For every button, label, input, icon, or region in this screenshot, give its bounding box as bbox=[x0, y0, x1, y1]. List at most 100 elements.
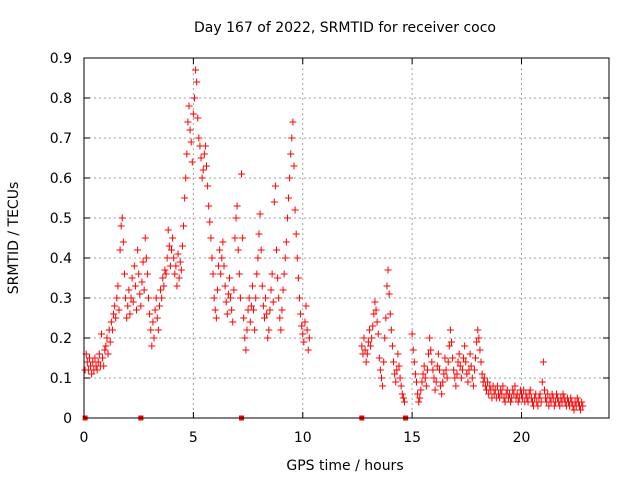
data-point bbox=[201, 142, 209, 150]
data-point bbox=[155, 302, 163, 310]
chart-title: Day 167 of 2022, SRMTID for receiver coc… bbox=[194, 20, 496, 36]
data-point bbox=[282, 238, 290, 246]
data-point bbox=[209, 270, 217, 278]
data-point bbox=[111, 302, 119, 310]
data-point bbox=[421, 374, 429, 382]
data-point bbox=[129, 298, 137, 306]
data-point bbox=[219, 238, 227, 246]
data-point bbox=[380, 358, 388, 366]
data-point bbox=[100, 362, 108, 370]
data-point bbox=[415, 398, 423, 406]
data-point bbox=[360, 334, 368, 342]
data-point bbox=[159, 274, 167, 282]
data-point bbox=[278, 306, 286, 314]
data-point bbox=[103, 334, 111, 342]
data-point bbox=[418, 378, 426, 386]
data-point bbox=[164, 226, 172, 234]
data-point bbox=[475, 334, 483, 342]
y-tick-label: 0.4 bbox=[50, 251, 72, 267]
data-point bbox=[362, 358, 370, 366]
data-point bbox=[509, 386, 517, 394]
data-point bbox=[173, 282, 181, 290]
data-point bbox=[102, 342, 110, 350]
data-point bbox=[120, 270, 128, 278]
data-point bbox=[428, 358, 436, 366]
data-point bbox=[101, 346, 109, 354]
data-point bbox=[203, 162, 210, 170]
data-point bbox=[183, 150, 191, 158]
data-point bbox=[137, 302, 145, 310]
data-point bbox=[148, 342, 156, 350]
data-point bbox=[134, 246, 142, 254]
data-point bbox=[232, 214, 240, 222]
x-tick-label: 0 bbox=[80, 430, 89, 446]
data-point bbox=[206, 218, 214, 226]
data-point bbox=[233, 202, 241, 210]
data-point bbox=[379, 382, 387, 390]
data-point bbox=[390, 358, 398, 366]
data-point bbox=[112, 314, 120, 322]
data-point bbox=[186, 126, 194, 134]
data-point bbox=[145, 294, 153, 302]
data-point bbox=[126, 310, 134, 318]
data-point bbox=[221, 282, 229, 290]
data-point bbox=[174, 250, 182, 258]
data-point bbox=[444, 358, 452, 366]
data-point bbox=[180, 222, 188, 230]
data-point bbox=[577, 406, 585, 414]
y-tick-label: 0.5 bbox=[50, 211, 72, 227]
data-point bbox=[248, 282, 256, 290]
data-point bbox=[277, 326, 285, 334]
data-point bbox=[484, 378, 492, 386]
data-point bbox=[99, 354, 107, 362]
data-point bbox=[136, 290, 144, 298]
data-point bbox=[172, 262, 180, 270]
data-point bbox=[520, 386, 528, 394]
data-point bbox=[420, 362, 428, 370]
data-point bbox=[399, 394, 407, 402]
data-point bbox=[143, 270, 151, 278]
data-point bbox=[259, 302, 267, 310]
data-point bbox=[175, 274, 183, 282]
data-point bbox=[212, 314, 220, 322]
data-point bbox=[363, 350, 371, 358]
data-point bbox=[579, 402, 587, 410]
data-point bbox=[222, 298, 230, 306]
data-point bbox=[304, 346, 312, 354]
data-point bbox=[302, 302, 310, 310]
data-point bbox=[387, 326, 395, 334]
data-point bbox=[383, 282, 391, 290]
data-point bbox=[468, 374, 476, 382]
data-point bbox=[255, 230, 263, 238]
data-point bbox=[299, 330, 307, 338]
data-point bbox=[133, 306, 140, 314]
data-point bbox=[95, 350, 103, 358]
data-point bbox=[281, 254, 289, 262]
data-point bbox=[258, 282, 266, 290]
data-point bbox=[373, 318, 381, 326]
y-tick-label: 0.3 bbox=[50, 291, 72, 307]
data-point bbox=[449, 354, 457, 362]
data-point bbox=[229, 318, 237, 326]
data-point bbox=[182, 174, 190, 182]
data-point bbox=[358, 342, 366, 350]
data-point bbox=[439, 378, 447, 386]
data-point bbox=[264, 334, 272, 342]
data-point bbox=[127, 294, 135, 302]
data-point bbox=[192, 66, 200, 74]
data-point bbox=[397, 382, 405, 390]
data-point bbox=[247, 302, 255, 310]
data-point bbox=[218, 254, 226, 262]
data-point bbox=[396, 374, 404, 382]
data-point bbox=[93, 366, 101, 374]
data-point bbox=[294, 274, 302, 282]
data-point bbox=[453, 370, 461, 378]
data-point bbox=[408, 330, 416, 338]
x-tick-label: 20 bbox=[513, 430, 531, 446]
data-point bbox=[266, 306, 274, 314]
data-point bbox=[300, 338, 308, 346]
data-point bbox=[223, 310, 231, 318]
data-point bbox=[213, 286, 221, 294]
data-point bbox=[392, 378, 400, 386]
data-point bbox=[297, 310, 305, 318]
